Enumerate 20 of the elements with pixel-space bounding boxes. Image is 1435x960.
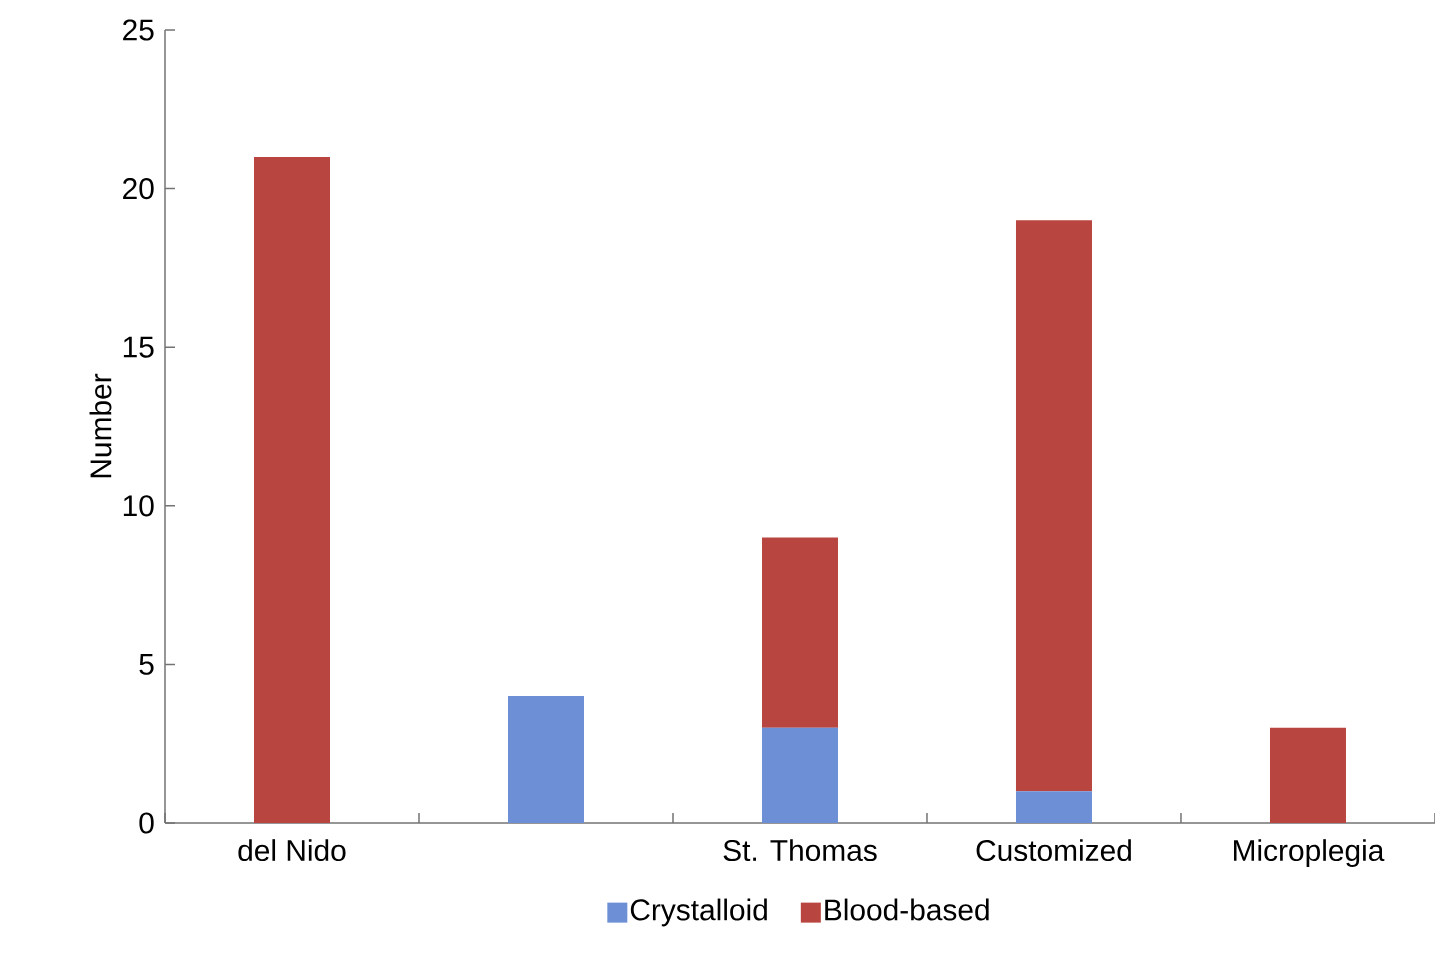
x-tick-label: del Nido [238,839,346,862]
bar [254,156,330,823]
legend-label: Blood-based [825,898,989,921]
y-tick-label: 25 [123,19,154,41]
bar [1015,220,1092,792]
y-axis-title: Number [89,373,112,478]
legend-label: Crystalloid [630,898,767,927]
y-tick-label: 5 [139,653,154,675]
y-tick-label: 15 [123,336,154,358]
bar [507,696,584,823]
x-tick-label: St. Thomas [723,839,877,862]
x-tick-label: Customized [976,839,1131,862]
bar [761,727,838,823]
bar [761,537,838,728]
y-tick-label: 20 [123,178,154,200]
bar [1269,727,1346,823]
y-tick-label: 0 [139,812,154,834]
bar [1015,791,1092,823]
x-tick-label: Microplegia [1234,839,1385,868]
y-tick-label: 10 [123,495,154,517]
